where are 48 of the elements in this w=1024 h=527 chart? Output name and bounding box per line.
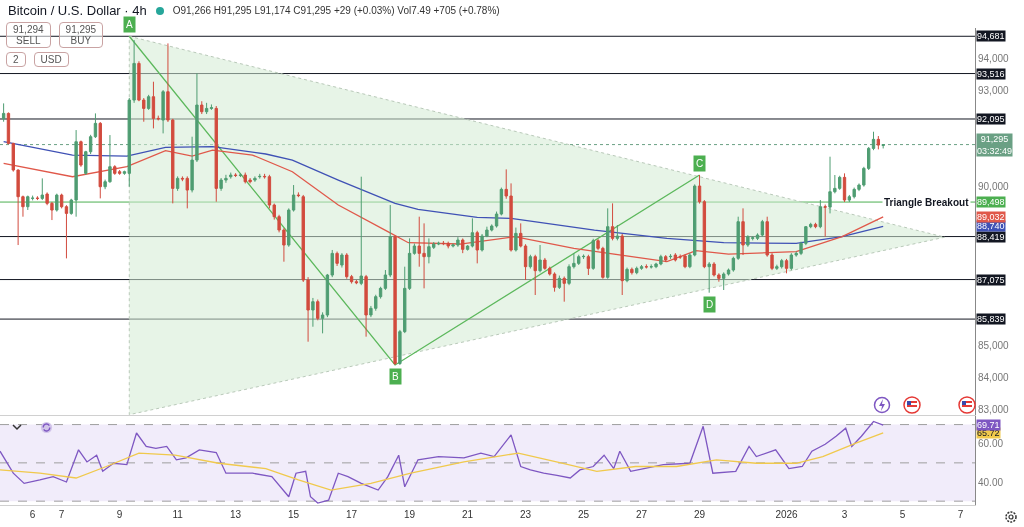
- annotation: 94,681: [977, 31, 1005, 41]
- x-tick-label: 9: [116, 509, 123, 520]
- annotation: 93,516: [977, 69, 1005, 79]
- chart-subtitle: O91,266 H91,295 L91,174 C91,295 +29 (+0.03%) Vol7.49 +705 (+0.78%): [172, 5, 500, 16]
- annotation: 2: [6, 52, 26, 67]
- x-tick-label: 25: [577, 509, 590, 520]
- x-tick-label: 21: [462, 509, 474, 520]
- y-tick-label: 90,000: [978, 180, 1010, 192]
- annotation: 89,498: [977, 197, 1005, 207]
- annotation: 89,032: [977, 212, 1005, 222]
- x-tick-label: 7: [58, 509, 65, 520]
- y-tick-label: 83,000: [978, 404, 1010, 416]
- x-tick-label: 27: [635, 509, 648, 520]
- annotation: 88,419: [977, 232, 1005, 242]
- annotation: 91,295 BUY: [58, 22, 104, 48]
- y-tick-label: 84,000: [978, 372, 1010, 384]
- y-tick-label: 94,000: [978, 52, 1010, 64]
- x-tick-label: 15: [288, 509, 300, 520]
- annotation: D: [706, 299, 714, 310]
- x-tick-label: 17: [346, 509, 358, 520]
- x-tick-label: 5: [899, 509, 906, 520]
- x-tick-label: 3: [841, 509, 848, 520]
- y-tick-label: 93,000: [978, 84, 1010, 96]
- annotation: 91,295 03:32:49: [977, 134, 1013, 156]
- annotation: 65.72: [977, 428, 1000, 438]
- annotation: 88,740: [977, 221, 1005, 231]
- chart-title: Bitcoin / U.S. Dollar · 4h: [8, 3, 147, 18]
- annotation: 87,075: [977, 275, 1005, 285]
- annotation: 69.71: [977, 420, 1000, 430]
- x-tick-label: 19: [404, 509, 416, 520]
- x-tick-label: 23: [520, 509, 532, 520]
- x-tick-label: 11: [172, 509, 184, 520]
- annotation: 91,294 SELL: [6, 22, 51, 48]
- annotation: 92,095: [977, 114, 1005, 124]
- annotation: B: [392, 371, 399, 382]
- x-tick-label: 13: [230, 509, 242, 520]
- annotation: C: [696, 158, 704, 169]
- y-tick-label: 85,000: [978, 340, 1010, 352]
- annotation: A: [126, 19, 133, 30]
- x-tick-label: 29: [693, 509, 706, 520]
- ref-line-label: Triangle Breakout: [884, 197, 970, 208]
- y-tick-label: 40.00: [978, 476, 1004, 488]
- annotation: USD: [33, 52, 69, 67]
- annotation: 85,839: [977, 314, 1005, 324]
- y-tick-label: 60.00: [978, 438, 1004, 450]
- x-tick-label: 2026: [775, 509, 799, 520]
- x-tick-label: 7: [957, 509, 964, 520]
- x-tick-label: 6: [29, 509, 36, 520]
